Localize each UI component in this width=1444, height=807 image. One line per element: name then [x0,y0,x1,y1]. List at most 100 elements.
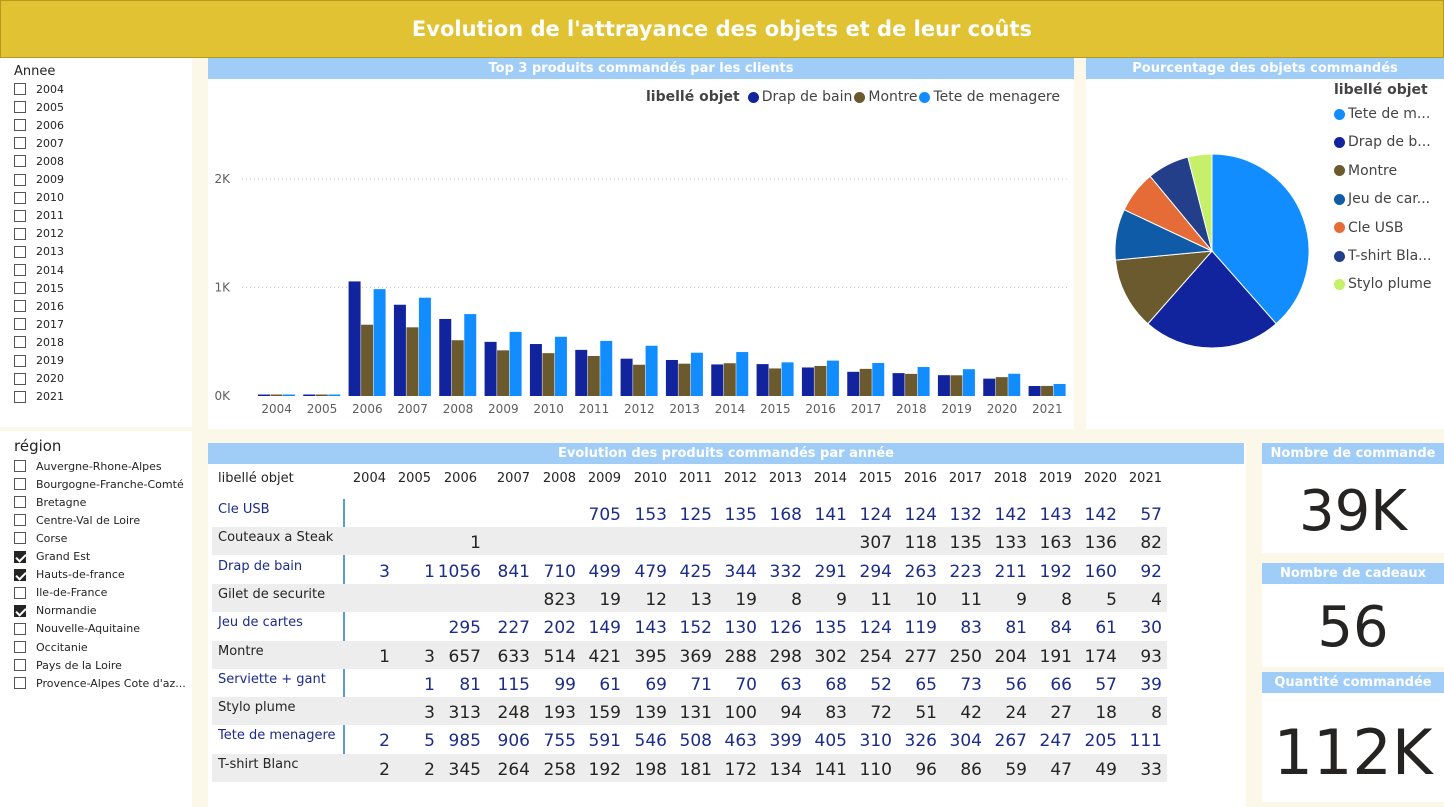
bar[interactable] [497,350,510,396]
year-slicer-item[interactable]: 2004 [14,80,64,98]
bar[interactable] [950,375,963,396]
year-slicer-checkbox[interactable] [14,209,26,222]
table-row[interactable]: T-shirt Blanc 2 2 345 264 258 192 198 181 172 134 1… [212,753,1167,782]
region-slicer-item[interactable]: Centre-Val de Loire [14,511,140,529]
matrix-year-header[interactable]: 2015 [858,471,892,486]
bar[interactable] [1008,373,1021,396]
year-slicer-item[interactable]: 2020 [14,370,64,388]
year-slicer-checkbox[interactable] [14,101,26,114]
bar[interactable] [464,314,477,396]
matrix-year-header[interactable]: 2016 [903,471,937,486]
year-slicer-checkbox[interactable] [14,300,26,313]
table-row[interactable]: Jeu de cartes 295 227 202 149 143 152 130 126 135… [212,612,1167,640]
bar[interactable] [814,365,827,396]
year-slicer-item[interactable]: 2010 [14,189,64,207]
region-slicer-item[interactable]: Nouvelle-Aquitaine [14,620,140,638]
table-row[interactable]: Stylo plume 3 313 248 193 159 139 131 100 94 83 72 5… [212,697,1167,726]
bar[interactable] [847,371,860,396]
bar[interactable] [633,364,646,396]
matrix-year-header[interactable]: 2008 [542,471,576,486]
year-slicer-item[interactable]: 2009 [14,171,64,189]
bar[interactable] [303,394,316,397]
table-row[interactable]: Gilet de securite 823 19 12 13 19 8 9 11 10 11 9 8 5 4 [212,583,1167,612]
bar-legend-item[interactable]: Montre [854,89,917,105]
year-slicer-checkbox[interactable] [14,264,26,276]
region-slicer-checkbox[interactable] [14,677,26,690]
bar[interactable] [711,364,724,396]
pie-legend-item[interactable]: Stylo plume [1334,276,1431,292]
bar[interactable] [406,327,419,396]
bar[interactable] [756,364,769,396]
region-slicer-item[interactable]: Hauts-de-france [14,566,125,584]
pie-slice[interactable] [1114,250,1214,325]
bar[interactable] [736,352,749,396]
bar[interactable] [328,394,341,397]
year-slicer-checkbox[interactable] [14,245,26,258]
region-slicer-item[interactable]: Bretagne [14,493,86,511]
year-slicer-checkbox[interactable] [14,336,26,349]
year-slicer-checkbox[interactable] [14,354,26,367]
region-slicer-item[interactable]: Grand Est [14,548,90,566]
bar[interactable] [678,363,691,396]
table-row[interactable]: Montre 1 3 657 633 514 421 395 369 288 298 302 254 27… [212,640,1167,669]
year-slicer-item[interactable]: 2005 [14,98,64,116]
bar[interactable] [781,362,794,396]
matrix-year-header[interactable]: 2019 [1038,471,1072,486]
year-slicer-item[interactable]: 2015 [14,279,64,297]
region-slicer-checkbox[interactable] [14,622,26,635]
matrix-year-header[interactable]: 2013 [768,471,802,486]
bar[interactable] [315,394,328,397]
table-row[interactable]: Drap de bain 3 1 1056 841 710 499 479 425 344 332 2… [212,556,1167,584]
region-slicer-checkbox[interactable] [14,460,26,472]
matrix-year-header[interactable]: 2017 [948,471,982,486]
bar[interactable] [282,394,295,397]
year-slicer-item[interactable]: 2021 [14,388,64,406]
region-slicer-checkbox[interactable] [14,514,26,527]
bar[interactable] [257,394,270,397]
bar[interactable] [801,367,814,396]
table-row[interactable]: Serviette + gant 1 81 115 99 61 69 71 70 63 68 52 65… [212,669,1167,697]
bar[interactable] [575,349,588,396]
region-slicer-checkbox[interactable] [14,532,26,545]
bar[interactable] [509,331,522,396]
bar[interactable] [348,281,361,396]
bar[interactable] [554,336,567,396]
pie-legend-item[interactable]: Cle USB [1334,220,1403,236]
year-slicer-checkbox[interactable] [14,155,26,168]
matrix-year-header[interactable]: 2011 [678,471,712,486]
bar[interactable] [361,324,374,396]
region-slicer-checkbox[interactable] [14,550,26,563]
bar[interactable] [917,367,930,396]
year-slicer-item[interactable]: 2007 [14,134,64,152]
matrix-year-header[interactable]: 2020 [1083,471,1117,486]
region-slicer-item[interactable]: Corse [14,529,67,547]
bar[interactable] [620,358,633,396]
table-row[interactable]: Cle USB 705 153 125 135 168 141 124 124 132 142 143… [212,499,1167,527]
bar[interactable] [690,352,703,396]
region-slicer-item[interactable]: Ile-de-France [14,584,107,602]
bar[interactable] [872,363,885,396]
bar[interactable] [859,368,872,396]
bar[interactable] [587,355,600,396]
bar[interactable] [542,353,555,396]
year-slicer-item[interactable]: 2019 [14,352,64,370]
table-row[interactable]: Tete de menagere 2 5 985 906 755 591 546 508 463 3… [212,725,1167,753]
region-slicer-item[interactable]: Normandie [14,602,97,620]
pie-slice[interactable] [1211,153,1310,325]
matrix-year-header[interactable]: 2004 [352,471,386,486]
region-slicer-checkbox[interactable] [14,659,26,672]
pie-legend-item[interactable]: T-shirt Bla... [1334,248,1432,264]
pie-slice[interactable] [1147,250,1277,349]
bar[interactable] [905,373,918,396]
year-slicer-checkbox[interactable] [14,173,26,186]
bar[interactable] [270,394,283,397]
bar[interactable] [1053,383,1066,396]
year-slicer-checkbox[interactable] [14,390,26,403]
year-slicer-checkbox[interactable] [14,83,26,95]
region-slicer-item[interactable]: Occitanie [14,638,88,656]
region-slicer-checkbox[interactable] [14,478,26,491]
matrix-year-header[interactable]: 2012 [723,471,757,486]
bar[interactable] [373,289,386,396]
region-slicer-checkbox[interactable] [14,568,26,581]
bar[interactable] [451,340,464,396]
